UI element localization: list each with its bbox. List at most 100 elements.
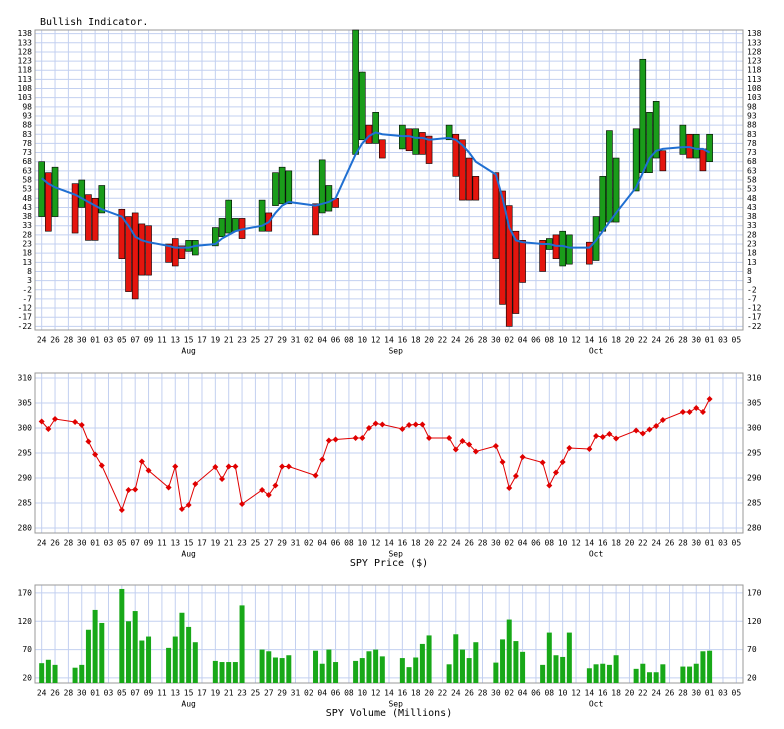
price-marker (586, 446, 593, 452)
y-tick-label: 70 (22, 645, 32, 654)
price-marker (472, 448, 479, 455)
volume-bar (166, 647, 172, 683)
x-tick-label: 30 (77, 336, 87, 345)
price-marker (406, 422, 413, 428)
volume-bar (313, 650, 319, 683)
x-tick-label: 27 (264, 539, 274, 548)
price-marker (679, 409, 686, 415)
indicator-bar (706, 133, 713, 163)
indicator-bar (258, 199, 266, 232)
x-tick-label: 14 (585, 336, 595, 345)
volume-bar (79, 664, 85, 683)
x-tick-label: 30 (77, 539, 87, 548)
x-tick-label: 04 (518, 689, 528, 698)
y-tick-label: 310 (18, 374, 33, 383)
x-tick-label: 08 (344, 539, 354, 548)
x-tick-label: 31 (291, 689, 301, 698)
indicator-bar (472, 176, 480, 201)
indicator-bar (98, 185, 106, 214)
price-marker (372, 420, 379, 427)
volume-bar (172, 636, 178, 683)
x-tick-label: 04 (317, 539, 327, 548)
price-marker (552, 469, 559, 476)
volume-bar (640, 663, 646, 683)
y-tick-label-right: 103 (747, 93, 762, 102)
y-tick-label: 18 (22, 249, 32, 258)
volume-bar (707, 650, 713, 683)
month-label: Aug (181, 700, 196, 709)
plot-border (34, 584, 744, 684)
x-tick-label: 19 (211, 336, 221, 345)
x-tick-label: 08 (544, 336, 554, 345)
x-tick-label: 28 (678, 539, 688, 548)
x-tick-label: 30 (691, 539, 701, 548)
y-tick-label: 113 (18, 75, 33, 84)
x-tick-label: 08 (544, 539, 554, 548)
indicator-bar (218, 218, 226, 238)
indicator-bar (599, 176, 607, 232)
y-tick-label-right: 138 (747, 29, 762, 38)
indicator-bar (465, 157, 473, 201)
volume-bar (333, 662, 339, 683)
price-marker (699, 409, 706, 415)
volume-bar (232, 662, 238, 683)
x-tick-label: 26 (665, 336, 675, 345)
y-tick-label: 73 (22, 148, 32, 157)
x-tick-label: 24 (651, 689, 661, 698)
x-tick-label: 18 (411, 689, 421, 698)
volume-bar (239, 605, 245, 683)
y-tick-label: 103 (18, 93, 33, 102)
y-tick-label-right: 113 (747, 75, 762, 84)
y-tick-label-right: 23 (747, 240, 757, 249)
volume-bar (459, 649, 465, 683)
indicator-bar (499, 190, 506, 305)
y-tick-label-right: 83 (747, 130, 757, 139)
price-marker (239, 501, 246, 507)
volume-bar (279, 658, 285, 683)
plot-border (34, 372, 744, 534)
x-tick-label: 03 (718, 689, 728, 698)
y-tick-label: 83 (22, 130, 32, 139)
indicator-bar (586, 241, 593, 265)
indicator-bar (131, 212, 139, 300)
price-marker (506, 485, 513, 491)
x-tick-label: 24 (451, 689, 461, 698)
y-tick-label: 33 (22, 221, 32, 230)
price-marker (332, 436, 339, 443)
indicator-bar (652, 101, 660, 159)
x-tick-label: 24 (451, 336, 461, 345)
price-marker (325, 437, 332, 444)
x-tick-label: 19 (211, 539, 221, 548)
y-tick-label: 3 (27, 276, 32, 285)
x-tick-label: 26 (665, 539, 675, 548)
indicator-bar (85, 194, 92, 241)
month-label: Sep (388, 550, 403, 559)
price-marker (559, 459, 566, 465)
x-tick-label: 14 (384, 689, 394, 698)
month-label: Aug (181, 550, 196, 559)
x-tick-label: 16 (598, 539, 608, 548)
price-marker (446, 435, 453, 441)
price-marker (613, 435, 620, 442)
x-tick-label: 15 (184, 539, 194, 548)
volume-bar (99, 622, 105, 683)
x-tick-label: 03 (104, 336, 114, 345)
y-tick-label-right: 8 (747, 267, 752, 276)
y-tick-label: 48 (22, 194, 32, 203)
x-tick-label: 26 (50, 689, 60, 698)
y-tick-label-right: 48 (747, 194, 757, 203)
x-axis-title: SPY Volume (Millions) (326, 708, 452, 719)
y-tick-label-right: 38 (747, 212, 757, 221)
volume-bar (687, 666, 693, 683)
x-tick-label: 10 (357, 539, 367, 548)
y-tick-label-right: 128 (747, 47, 762, 56)
indicator-bar (91, 197, 99, 241)
x-tick-label: 24 (37, 539, 47, 548)
indicator-bar (412, 128, 420, 155)
volume-bar (506, 619, 512, 683)
volume-bar (513, 641, 519, 683)
indicator-bar (459, 139, 466, 201)
x-tick-label: 25 (251, 336, 261, 345)
y-tick-label-right: -22 (747, 322, 762, 331)
average-line (41, 131, 711, 249)
